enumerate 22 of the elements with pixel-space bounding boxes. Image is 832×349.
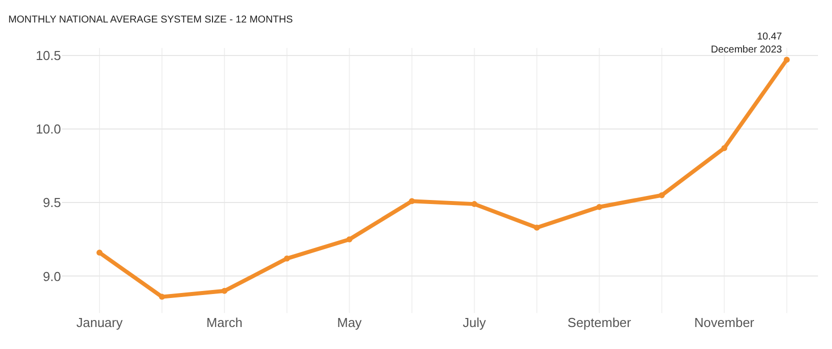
x-tick-label: September (568, 315, 632, 330)
y-tick-label: 10.5 (36, 48, 61, 63)
chart-title: MONTHLY NATIONAL AVERAGE SYSTEM SIZE - 12 MONTHS (8, 14, 294, 26)
y-tick-label: 10.0 (36, 122, 61, 137)
point (658, 192, 665, 198)
point (596, 204, 602, 210)
x-tick-label: May (337, 315, 362, 330)
x-tick-label: January (76, 315, 124, 330)
point (784, 56, 790, 63)
y-tick-label: 9.0 (42, 268, 61, 284)
point (96, 250, 102, 256)
point (158, 294, 165, 300)
point (408, 198, 415, 204)
point (721, 145, 728, 152)
point (284, 256, 290, 262)
x-tick-label: March (206, 315, 243, 330)
data-label: 10.47 December 2023 (710, 32, 782, 56)
x-tick-label: July (462, 315, 486, 330)
y-tick-label: 9.5 (42, 195, 61, 210)
point (346, 236, 352, 242)
point (534, 224, 540, 231)
x-tick-label: November (694, 315, 755, 330)
